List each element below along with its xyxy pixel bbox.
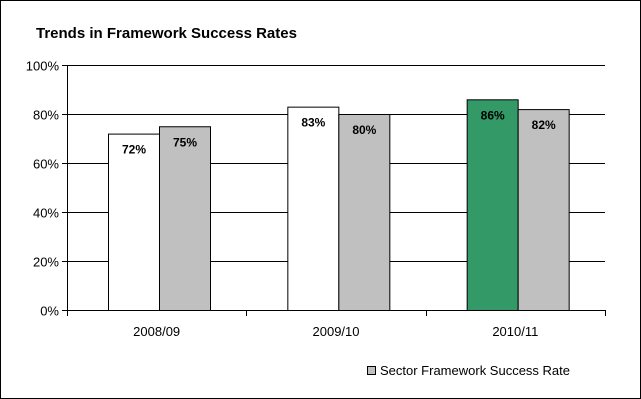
x-category-label: 2010/11 [492,324,538,339]
data-labels: 72% 83% 86% 75% 80% 82% [122,108,556,156]
x-category-label: 2008/09 [133,324,180,339]
bar-data-label: 86% [481,108,505,122]
y-tick-label: 100% [26,59,60,74]
bar-data-label: 80% [352,123,376,137]
bar-data-label: 82% [532,118,556,132]
axes: 0% 20% 40% 60% 80% 100% 2008/09 2009/10 2010/11 [26,59,606,339]
y-tick-label: 0% [40,304,59,319]
legend-label: Sector Framework Success Rate [380,363,570,378]
y-tick-label: 40% [33,206,59,221]
bar-series-1 [108,133,160,311]
bar-series-2 [159,126,211,311]
bar-data-label: 83% [301,116,325,130]
legend-swatch [367,366,376,375]
y-tick-label: 20% [33,255,59,270]
y-tick-label: 60% [33,157,59,172]
bars [108,99,570,312]
bar-data-label: 72% [122,143,146,157]
chart-title: Trends in Framework Success Rates [36,25,297,42]
x-category-label: 2009/10 [313,324,360,339]
bar-series-1 [287,106,340,312]
bar-data-label: 75% [173,135,197,149]
bar-series-1 [466,99,519,311]
legend: Sector Framework Success Rate [367,363,570,378]
bar-series-2 [517,109,570,311]
y-tick-label: 80% [33,108,59,123]
bar-series-2 [338,114,391,311]
